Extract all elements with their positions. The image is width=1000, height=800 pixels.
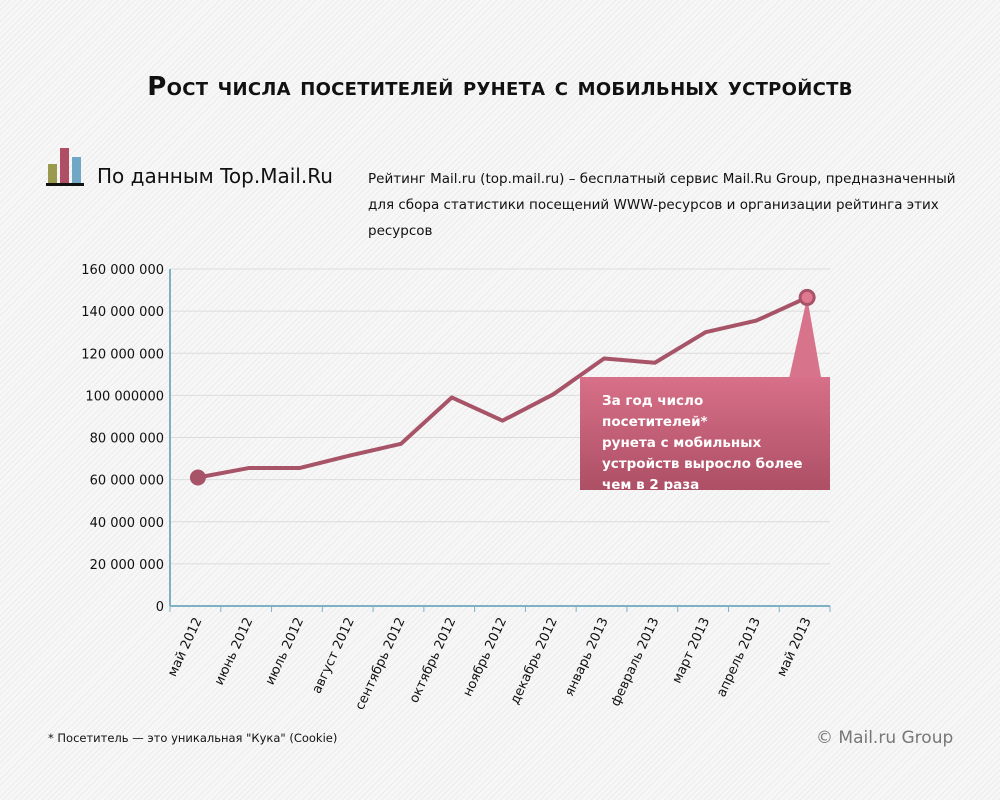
callout-line: За год число посетителей* xyxy=(602,393,708,430)
x-tick-label: октябрь 2012 xyxy=(407,615,460,705)
description-line: для сбора статистики посещений WWW-ресур… xyxy=(368,197,939,239)
x-tick-label: февраль 2013 xyxy=(608,615,662,709)
description-line: Рейтинг Mail.ru (top.mail.ru) – бесплатн… xyxy=(368,171,956,187)
callout-line: устройств выросло более xyxy=(602,456,803,472)
y-tick-label: 120 000 000 xyxy=(81,347,164,362)
x-tick-label: июль 2012 xyxy=(263,615,307,687)
y-tick-label: 140 000 000 xyxy=(81,305,164,320)
x-tick-label: январь 2013 xyxy=(562,615,612,698)
x-tick-label: сентябрь 2012 xyxy=(353,615,409,712)
y-tick-label: 40 000 000 xyxy=(90,516,164,531)
callout-pointer xyxy=(789,297,822,378)
callout-line: рунета с мобильных xyxy=(602,435,762,451)
y-tick-label: 20 000 000 xyxy=(90,558,164,573)
callout-box: За год число посетителей* рунета с мобил… xyxy=(580,377,830,493)
x-tick-label: июнь 2012 xyxy=(212,615,256,687)
x-tick-label: август 2012 xyxy=(310,615,358,696)
data-point xyxy=(798,288,816,306)
x-tick-label: декабрь 2012 xyxy=(508,615,561,706)
x-tick-label: май 2013 xyxy=(774,615,814,679)
x-tick-label: май 2012 xyxy=(165,615,205,679)
y-tick-label: 60 000 000 xyxy=(90,474,164,489)
footnote: * Посетитель — это уникальная "Кука" (Co… xyxy=(48,731,338,745)
y-tick-label: 80 000 000 xyxy=(90,432,164,447)
copyright: © Mail.ru Group xyxy=(816,728,954,748)
y-tick-label: 0 xyxy=(156,600,164,615)
description: Рейтинг Mail.ru (top.mail.ru) – бесплатн… xyxy=(368,166,1000,244)
x-tick-label: ноябрь 2012 xyxy=(460,615,510,699)
bar-chart-logo-icon xyxy=(46,148,84,186)
y-tick-label: 160 000 000 xyxy=(81,263,164,278)
page-title: Рост числа посетителей рунета с мобильны… xyxy=(147,72,853,102)
y-tick-label: 100 000000 xyxy=(85,389,164,404)
callout-line: чем в 2 раза xyxy=(602,477,700,493)
data-line xyxy=(197,295,808,480)
source-label: По данным Top.Mail.Ru xyxy=(97,164,333,188)
x-tick-label: март 2013 xyxy=(670,615,714,686)
x-tick-label: апрель 2013 xyxy=(714,615,764,699)
data-point xyxy=(189,469,206,486)
